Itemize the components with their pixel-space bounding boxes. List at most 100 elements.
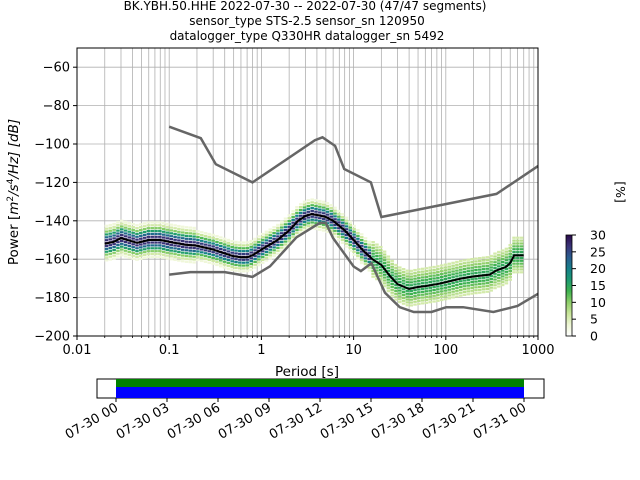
density-cell xyxy=(333,215,337,218)
density-cell xyxy=(302,220,307,223)
density-cell xyxy=(314,204,318,208)
density-cell xyxy=(398,272,402,275)
density-cell xyxy=(356,234,360,237)
density-cell xyxy=(340,236,345,239)
density-cell xyxy=(398,300,402,304)
y-tick-label: −140 xyxy=(34,214,70,229)
density-cell xyxy=(226,261,231,265)
density-cell xyxy=(382,262,387,265)
density-cell xyxy=(481,259,486,262)
density-cell xyxy=(432,271,436,274)
density-cell xyxy=(253,257,257,261)
density-cell xyxy=(230,257,234,260)
density-cell xyxy=(306,204,311,208)
density-cell xyxy=(474,260,478,263)
density-cell xyxy=(455,289,459,292)
density-cell xyxy=(230,260,234,263)
density-cell xyxy=(489,275,493,278)
density-cell xyxy=(264,253,269,256)
density-cell xyxy=(161,256,166,259)
density-cell xyxy=(344,245,349,248)
density-cell xyxy=(188,226,193,229)
density-cell xyxy=(398,266,402,269)
density-cell xyxy=(337,218,341,221)
density-cell xyxy=(478,280,482,283)
timeline-tick-label: 07-30 00 xyxy=(63,400,121,442)
density-cell xyxy=(306,207,311,211)
density-cell xyxy=(516,259,520,262)
density-cell xyxy=(146,221,151,224)
density-cell xyxy=(287,225,292,228)
density-cell xyxy=(474,263,478,266)
density-cell xyxy=(409,301,413,304)
density-cell xyxy=(439,275,444,279)
density-cell xyxy=(439,267,444,270)
density-cell xyxy=(158,255,162,259)
density-cell xyxy=(481,262,486,265)
density-cell xyxy=(180,257,185,260)
density-cell xyxy=(321,223,326,226)
density-cell xyxy=(439,270,444,273)
density-cell xyxy=(169,255,174,258)
density-cell xyxy=(462,293,467,296)
density-cell xyxy=(268,248,273,251)
density-cell xyxy=(394,284,398,287)
density-cell xyxy=(241,264,246,267)
density-cell xyxy=(466,258,471,261)
density-cell xyxy=(485,290,490,293)
density-cell xyxy=(291,210,295,213)
density-cell xyxy=(219,244,223,248)
density-cell xyxy=(135,235,139,238)
density-cell xyxy=(451,284,455,287)
density-cell xyxy=(409,275,413,278)
density-cell xyxy=(139,237,143,240)
density-cell xyxy=(363,248,368,251)
density-cell xyxy=(432,268,436,271)
density-cell xyxy=(371,241,375,244)
density-cell xyxy=(485,287,490,290)
density-cell xyxy=(382,273,387,276)
density-cell xyxy=(123,240,128,244)
density-cell xyxy=(500,258,505,261)
density-cell xyxy=(333,229,337,232)
density-cell xyxy=(466,270,471,273)
density-cell xyxy=(458,268,463,271)
density-cell xyxy=(257,261,261,264)
y-tick-label: −80 xyxy=(43,99,70,114)
density-cell xyxy=(257,243,261,247)
density-cell xyxy=(371,246,375,249)
density-cell xyxy=(470,283,474,287)
density-cell xyxy=(177,245,181,248)
density-cell xyxy=(192,252,196,255)
density-cell xyxy=(325,210,330,213)
density-cell xyxy=(325,222,330,225)
density-cell xyxy=(519,248,524,251)
density-cell xyxy=(180,260,185,263)
density-cell xyxy=(451,296,455,299)
plot-frame xyxy=(76,47,539,337)
density-cell xyxy=(443,298,448,301)
colorbar-tick-label: 30 xyxy=(590,228,606,243)
density-cell xyxy=(500,260,505,264)
density-cell xyxy=(508,278,512,281)
y-axis-ticks: −60 −80 −100 −120 −140 −160 −180 −200 xyxy=(34,61,77,345)
density-cell xyxy=(424,298,429,302)
density-cell xyxy=(500,255,505,258)
density-cell xyxy=(119,248,124,251)
density-cell xyxy=(436,270,440,274)
density-cell xyxy=(158,235,162,238)
density-cell xyxy=(447,271,452,274)
density-cell xyxy=(451,270,455,273)
colorbar-tick-label: 15 xyxy=(590,278,606,293)
density-cell xyxy=(279,232,284,235)
density-cell xyxy=(314,216,318,219)
density-cell xyxy=(359,250,364,253)
density-cell xyxy=(493,264,497,267)
density-cell xyxy=(238,247,242,250)
density-cell xyxy=(207,261,212,264)
density-cell xyxy=(264,242,269,245)
density-cell xyxy=(142,248,147,251)
density-cell xyxy=(112,243,116,246)
density-cell xyxy=(119,228,124,231)
